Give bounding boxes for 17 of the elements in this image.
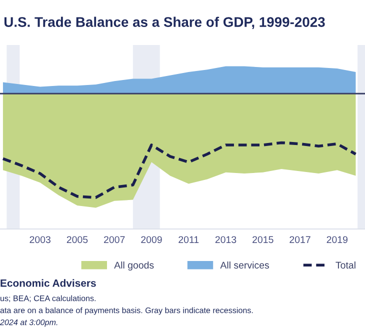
text: 2024 at 3:00pm. xyxy=(0,319,58,327)
x-tick-label: 2011 xyxy=(178,236,199,244)
x-tick-label: 2009 xyxy=(141,236,162,244)
chart-title: U.S. Trade Balance as a Share of GDP, 1999-2023 xyxy=(4,16,325,29)
legend-label: Total xyxy=(336,261,356,269)
x-tick-label: 2003 xyxy=(30,236,50,244)
legend-label: All services xyxy=(220,261,270,269)
x-tick-label: 2013 xyxy=(215,236,236,244)
text: Economic Advisers xyxy=(0,279,96,287)
text: us; BEA; CEA calculations. xyxy=(0,295,96,302)
x-tick-label: 2019 xyxy=(326,236,348,244)
x-tick-label: 2015 xyxy=(252,236,274,244)
text: ata are on a balance of payments basis. Gray bars indicate recessions. xyxy=(0,307,253,315)
x-tick-label: 2007 xyxy=(104,236,125,244)
x-tick-label: 2017 xyxy=(290,236,310,244)
x-tick-label: 2005 xyxy=(66,236,88,244)
legend-label: All goods xyxy=(114,261,154,271)
